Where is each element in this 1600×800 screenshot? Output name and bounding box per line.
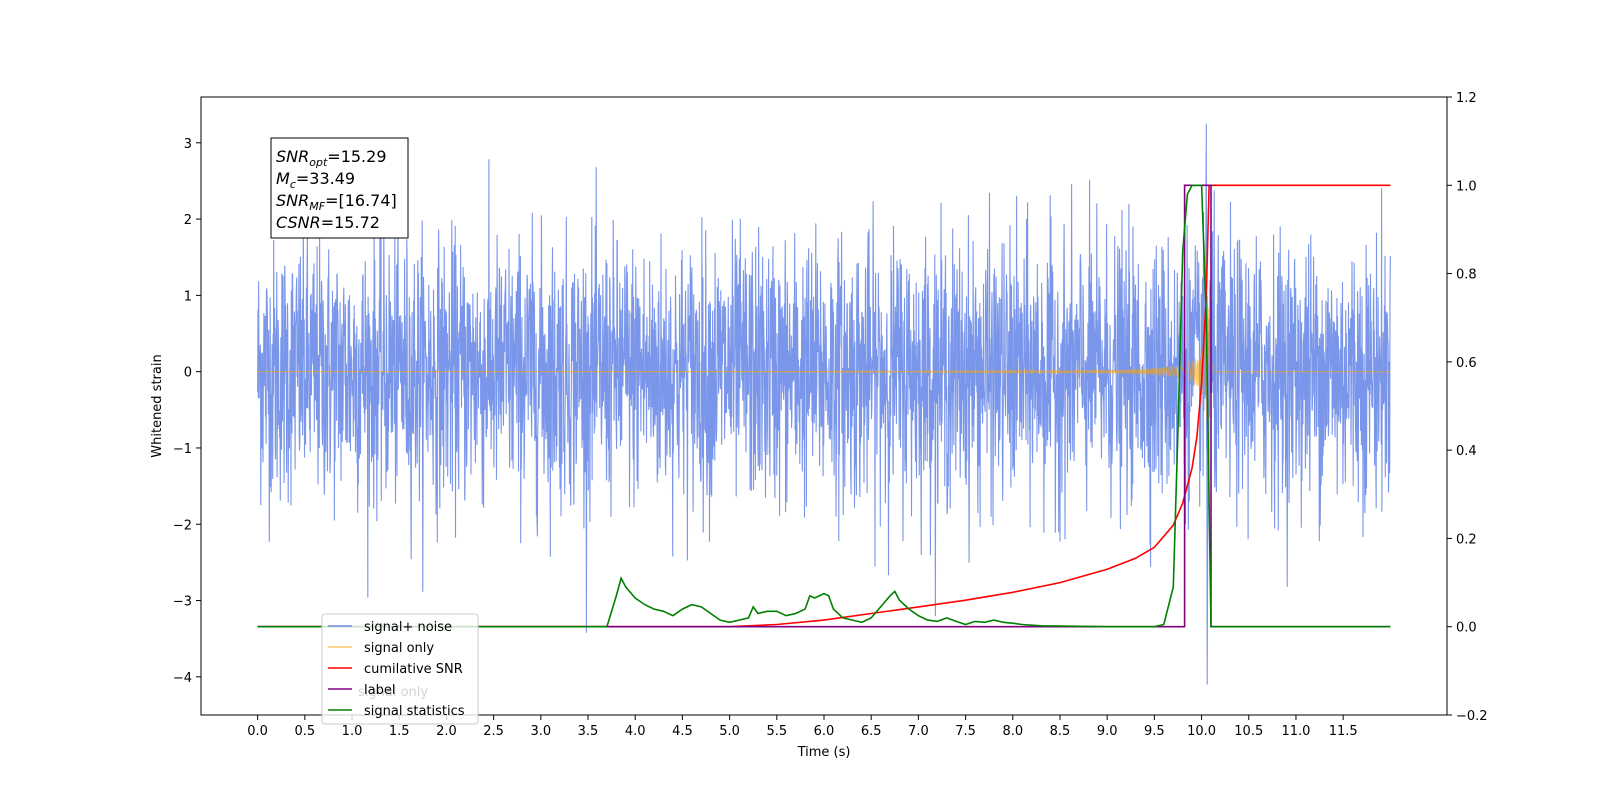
y-tick-label-left: 0 [184, 366, 192, 381]
y-tick-label-left: 1 [184, 289, 192, 304]
y-tick-label-right: 0.8 [1456, 268, 1477, 283]
x-tick-label: 0.5 [294, 724, 315, 739]
annotation-value: =33.49 [296, 169, 355, 188]
x-tick-label: 7.5 [955, 724, 976, 739]
x-tick-label: 9.0 [1097, 724, 1118, 739]
annotation-frame [270, 137, 409, 239]
series-signal-noise [257, 123, 1391, 685]
y-axis-left: −4 −3 −2 −1 0 1 2 3 [173, 137, 201, 686]
annotation-line: CSNR=15.72 [276, 213, 380, 232]
series-cumilative-snr [257, 184, 1391, 628]
x-tick-label: 5.5 [766, 724, 787, 739]
legend-entry: cumilative SNR [364, 662, 463, 677]
y-tick-label-right: 1.2 [1456, 91, 1477, 106]
series-signal-statistics [257, 184, 1391, 628]
annotation-box: SNRopt=15.29Mc=33.49SNRMF=[16.74]CSNR=15… [270, 137, 409, 239]
annotation-subscript: opt [309, 156, 328, 169]
annotation-symbol: SNR [276, 191, 309, 210]
x-tick-label: 4.5 [672, 724, 693, 739]
x-tick-label: 3.0 [530, 724, 551, 739]
y-axis-title-left: Whitened strain [150, 354, 165, 457]
x-tick-label: 1.5 [389, 724, 410, 739]
x-tick-label: 2.0 [436, 724, 457, 739]
y-tick-label-left: 2 [184, 213, 192, 228]
legend-overlay-text: signal only [358, 685, 428, 700]
x-tick-label: 8.0 [1002, 724, 1023, 739]
x-tick-label: 6.5 [861, 724, 882, 739]
y-tick-label-right: 0.2 [1456, 532, 1477, 547]
x-tick-label: 9.5 [1144, 724, 1165, 739]
x-tick-label: 11.5 [1329, 724, 1358, 739]
y-axis-right: −0.2 0.0 0.2 0.4 0.6 0.8 1.0 1.2 [1447, 91, 1488, 724]
x-tick-label: 11.0 [1281, 724, 1310, 739]
x-tick-label: 0.0 [247, 724, 268, 739]
annotation-symbol: SNR [276, 147, 309, 166]
legend-frame [321, 613, 479, 725]
annotation-symbol: M [276, 169, 290, 188]
annotation-line: Mc=33.49 [276, 169, 355, 191]
x-tick-label: 2.5 [483, 724, 504, 739]
annotation-value: =[16.74] [325, 191, 397, 210]
x-tick-label: 6.0 [814, 724, 835, 739]
y-tick-label-left: −4 [173, 671, 192, 686]
y-tick-label-left: −2 [173, 518, 192, 533]
legend: signal only signal+ noise signal only cumil… [321, 613, 479, 725]
x-tick-label: 4.0 [625, 724, 646, 739]
x-axis: 0.0 0.5 1.0 1.5 2.0 2.5 3.0 3.5 4.0 4.5 5.0 5.5 6.0 6… [247, 715, 1358, 739]
x-tick-label: 3.5 [578, 724, 599, 739]
annotation-symbol: CSNR [276, 213, 321, 232]
annotation-value: =15.29 [327, 147, 386, 166]
legend-entry: label [364, 683, 395, 698]
annotation-value: =15.72 [321, 213, 380, 232]
x-tick-label: 1.0 [342, 724, 363, 739]
legend-entry: signal statistics [364, 704, 465, 719]
x-tick-label: 7.0 [908, 724, 929, 739]
x-tick-label: 8.5 [1050, 724, 1071, 739]
x-tick-label: 10.5 [1234, 724, 1263, 739]
y-tick-label-left: 3 [184, 137, 192, 152]
x-tick-label: 5.0 [719, 724, 740, 739]
y-tick-label-right: 0.4 [1456, 444, 1477, 459]
series-layer [257, 123, 1391, 685]
y-tick-label-right: 1.0 [1456, 179, 1477, 194]
y-tick-label-left: −3 [173, 595, 192, 610]
legend-entry: signal+ noise [364, 620, 452, 635]
y-tick-label-right: −0.2 [1456, 709, 1488, 724]
x-tick-label: 10.0 [1187, 724, 1216, 739]
y-tick-label-right: 0.6 [1456, 356, 1477, 371]
annotation-subscript: c [290, 178, 296, 191]
annotation-line: SNRMF=[16.74] [276, 191, 397, 213]
annotation-line: SNRopt=15.29 [276, 147, 387, 169]
legend-entry: signal only [364, 641, 434, 656]
y-tick-label-right: 0.0 [1456, 621, 1477, 636]
y-tick-label-left: −1 [173, 442, 192, 457]
x-axis-title: Time (s) [797, 745, 851, 760]
annotation-subscript: MF [309, 200, 325, 213]
series-signal-only [257, 307, 1391, 419]
